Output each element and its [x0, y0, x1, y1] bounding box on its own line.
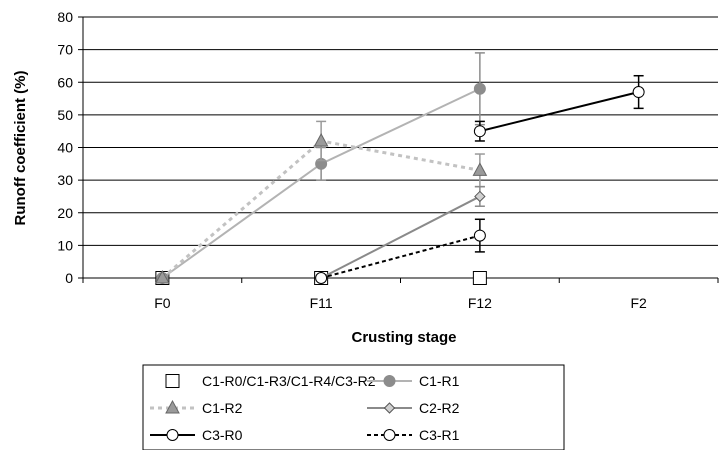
y-tick-label: 50 — [57, 107, 73, 123]
marker-circle-open — [383, 429, 396, 441]
marker-circle-open — [632, 86, 645, 99]
x-axis-title: Crusting stage — [351, 329, 456, 346]
marker-circle-open — [473, 229, 486, 242]
legend-label: C1-R1 — [419, 373, 460, 389]
legend-label: C1-R0/C1-R3/C1-R4/C3-R2 — [202, 373, 376, 389]
series-line — [320, 234, 481, 279]
marker-square — [472, 271, 487, 285]
legend-label: C2-R2 — [419, 400, 460, 416]
marker-triangle — [155, 269, 170, 284]
marker-circle-open — [473, 125, 486, 138]
y-tick-label: 10 — [57, 237, 73, 253]
legend-item: C3-R1 — [367, 427, 460, 443]
series-5 — [315, 218, 486, 284]
marker-circle-open — [315, 272, 328, 284]
plot-area — [155, 52, 645, 285]
marker-diamond — [383, 402, 396, 414]
series-3 — [315, 185, 486, 284]
x-tick-label: F11 — [310, 295, 333, 311]
x-tick-label: F2 — [630, 295, 647, 311]
y-axis-title: Runoff coefficient (%) — [12, 71, 29, 226]
series-4 — [473, 74, 645, 142]
legend-item: C1-R2 — [150, 399, 243, 416]
legend-label: C3-R0 — [202, 427, 243, 443]
legend-label: C1-R2 — [202, 400, 243, 416]
marker-circle — [473, 82, 486, 95]
marker-triangle — [472, 162, 488, 176]
y-tick-label: 80 — [57, 9, 73, 25]
legend-box — [142, 364, 565, 450]
series-1 — [156, 52, 486, 284]
y-tick-label: 70 — [57, 42, 73, 58]
legend-item: C3-R0 — [150, 427, 243, 443]
legend-item: C1-R1 — [367, 373, 460, 389]
y-tick-label: 20 — [57, 205, 73, 221]
marker-circle-open — [166, 429, 179, 441]
y-tick-label: 0 — [65, 270, 73, 286]
series-line — [161, 87, 481, 279]
legend: C1-R0/C1-R3/C1-R4/C3-R2 C1-R1 C1-R2 C2-R2 C3… — [142, 364, 565, 450]
series-2 — [155, 120, 488, 284]
x-tick-label: F12 — [468, 295, 492, 311]
legend-item: C1-R0/C1-R3/C1-R4/C3-R2 — [165, 373, 376, 389]
series-line — [320, 195, 481, 279]
x-tick-label: F0 — [154, 295, 171, 311]
y-tick-label: 60 — [57, 74, 73, 90]
series-line — [479, 91, 639, 133]
y-tick-label: 30 — [57, 172, 73, 188]
marker-circle — [383, 375, 396, 387]
marker-square — [165, 374, 180, 388]
axes: 0 10 20 30 40 50 60 70 80 F0 F11 F12 F2 — [57, 9, 719, 311]
legend-item: C2-R2 — [367, 400, 460, 416]
legend-label: C3-R1 — [419, 427, 460, 443]
marker-triangle — [165, 399, 180, 414]
marker-triangle — [313, 132, 329, 147]
gridlines — [83, 16, 718, 246]
y-tick-label: 40 — [57, 140, 73, 156]
marker-diamond — [474, 190, 486, 203]
